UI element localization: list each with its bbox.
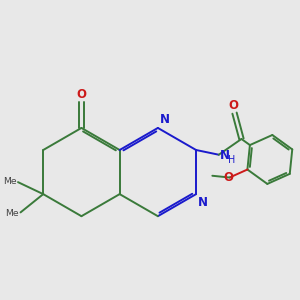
Text: N: N	[220, 149, 230, 162]
Text: Me: Me	[5, 208, 19, 217]
Text: N: N	[159, 113, 170, 126]
Text: H: H	[228, 155, 235, 165]
Text: Me: Me	[3, 177, 16, 186]
Text: O: O	[223, 171, 233, 184]
Text: N: N	[198, 196, 208, 209]
Text: O: O	[76, 88, 86, 100]
Text: O: O	[228, 98, 238, 112]
